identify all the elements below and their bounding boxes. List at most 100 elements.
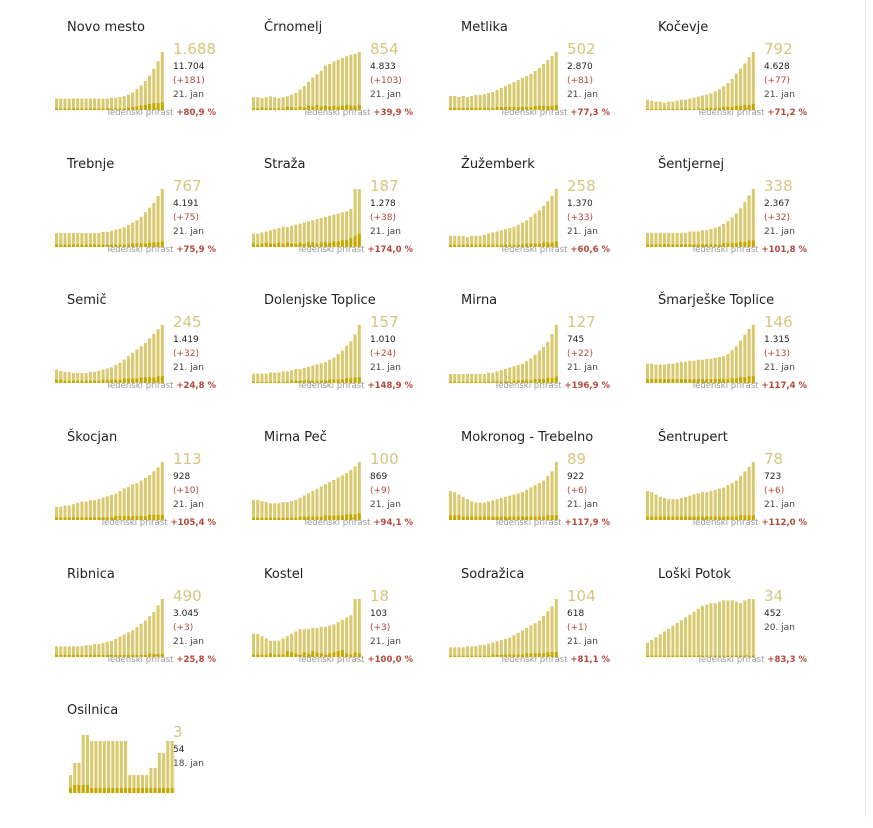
daily-active-value: 490 (173, 587, 202, 605)
bar (103, 741, 106, 793)
bar-highlight (157, 376, 160, 383)
bar-highlight (542, 243, 545, 247)
bar (743, 63, 746, 110)
bar-highlight (123, 379, 126, 383)
bar-highlight (127, 245, 130, 247)
bar-highlight (470, 382, 473, 383)
cumulative-total: 2.367 (764, 199, 790, 209)
bar-highlight (256, 245, 259, 247)
bar-highlight (135, 379, 138, 383)
bar (358, 52, 361, 110)
bar-highlight (551, 652, 554, 657)
weekly-growth-value: +25,8 % (176, 655, 216, 665)
bar-highlight (273, 518, 276, 520)
bar-highlight (131, 379, 134, 383)
bar (114, 494, 117, 520)
bar-highlight (265, 108, 268, 110)
bar-highlight (680, 379, 683, 383)
daily-active-value: 113 (173, 450, 202, 468)
bar-highlight (68, 108, 71, 110)
bar (735, 481, 738, 520)
bar-highlight (474, 108, 477, 110)
bar-highlight (693, 379, 696, 383)
bar-highlight (320, 517, 323, 520)
bar (140, 480, 143, 520)
bar-highlight (722, 107, 725, 110)
bar-highlight (256, 655, 259, 657)
bar (157, 196, 160, 247)
bar-highlight (701, 244, 704, 247)
daily-active-value: 34 (764, 587, 783, 605)
bar-highlight (55, 108, 58, 110)
weekly-growth-value: +196,9 % (565, 381, 610, 391)
bar-highlight (500, 382, 503, 383)
bar (508, 84, 511, 110)
bar-highlight (646, 379, 649, 383)
bar-highlight (722, 243, 725, 247)
bar (106, 496, 109, 520)
bar (157, 329, 160, 383)
bar (748, 329, 751, 383)
bar-highlight (555, 241, 558, 247)
bar-highlight (500, 517, 503, 520)
bar-highlight (697, 379, 700, 383)
bar-highlight (55, 245, 58, 247)
bar (551, 196, 554, 247)
bar (739, 208, 742, 247)
bar-highlight (449, 245, 452, 247)
bar-highlight (517, 517, 520, 520)
bar (260, 374, 263, 383)
bar-highlight (646, 517, 649, 520)
daily-delta: (+32) (173, 349, 199, 359)
bar (76, 99, 79, 110)
bar-highlight (337, 107, 340, 110)
bar-highlight (89, 517, 92, 520)
bar-highlight (328, 380, 331, 383)
bar-highlight (739, 242, 742, 247)
bar-highlight (148, 654, 151, 657)
bar-highlight (680, 656, 683, 657)
bar (324, 627, 327, 657)
bar-highlight (529, 244, 532, 247)
bar-highlight (82, 785, 85, 793)
bar-highlight (102, 517, 105, 520)
bar-highlight (72, 381, 75, 383)
bar (752, 52, 755, 110)
bar-highlight (667, 517, 670, 520)
bar (659, 102, 662, 110)
bar-highlight (80, 517, 83, 520)
bar (748, 467, 751, 520)
bar (59, 99, 62, 110)
cumulative-total: 452 (764, 609, 781, 619)
bar (743, 202, 746, 247)
bar-highlight (701, 656, 704, 657)
daily-delta: (+33) (567, 213, 593, 223)
bar (500, 88, 503, 110)
bar (135, 483, 138, 520)
bar-highlight (538, 517, 541, 520)
bar-highlight (358, 513, 361, 520)
bar-highlight (118, 108, 121, 110)
bar-highlight (453, 245, 456, 247)
bar (748, 57, 751, 110)
bar-highlight (491, 108, 494, 110)
bar-highlight (739, 515, 742, 520)
bar-highlight (474, 245, 477, 247)
bar-highlight (449, 515, 452, 520)
bar (86, 735, 89, 793)
bar-highlight (307, 517, 310, 520)
bar-highlight (735, 656, 738, 657)
bar-chart (55, 309, 175, 385)
bar-highlight (487, 245, 490, 247)
bar-highlight (85, 381, 88, 383)
daily-active-value: 338 (764, 177, 793, 195)
bar-highlight (290, 107, 293, 110)
bar-highlight (68, 245, 71, 247)
bar-highlight (684, 379, 687, 383)
bar (752, 325, 755, 383)
cumulative-total: 2.870 (567, 62, 593, 72)
data-date: 21. jan (567, 227, 598, 237)
bar-highlight (307, 381, 310, 383)
bar-highlight (517, 380, 520, 383)
